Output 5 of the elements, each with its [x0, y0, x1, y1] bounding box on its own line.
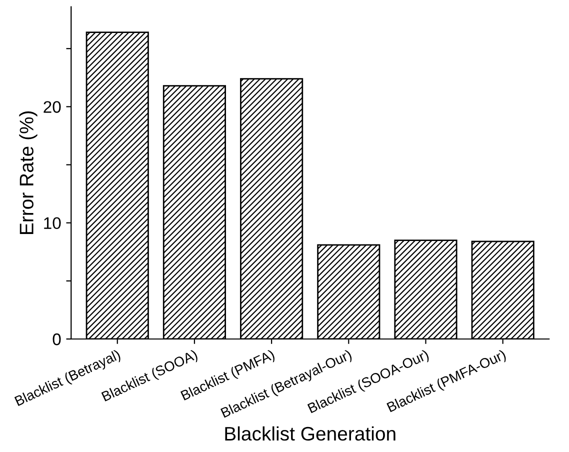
- y-tick-label: 0: [52, 333, 61, 346]
- y-tick-label: 10: [44, 217, 61, 230]
- y-axis-title: Error Rate (%): [19, 111, 38, 234]
- x-axis-title: Blacklist Generation: [225, 426, 396, 441]
- y-tick-label: 20: [44, 101, 61, 113]
